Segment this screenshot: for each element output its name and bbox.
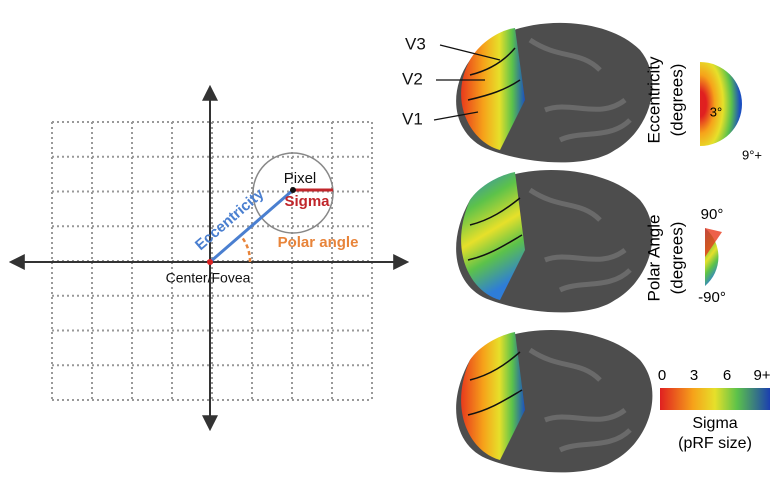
- sigma-label: Sigma: [284, 193, 330, 210]
- area-label: V2: [402, 69, 423, 88]
- figure: Pixel Sigma Eccentricity Polar angle Cen…: [0, 0, 776, 478]
- brain-eccentricity: [456, 23, 652, 163]
- colorbar-tick-label: 9+: [753, 367, 770, 384]
- legend-bottom-label: -90°: [698, 289, 726, 306]
- colorbar-unit: (pRF size): [678, 435, 752, 452]
- center-dot: [207, 259, 213, 265]
- brain-sigma: [456, 330, 652, 472]
- legend-top-label: 90°: [701, 206, 724, 223]
- area-label: V1: [402, 109, 423, 128]
- legend-unit: (degrees): [667, 64, 686, 137]
- legend-inner-label: 3°: [710, 104, 722, 119]
- colorbar-title: Sigma: [692, 415, 737, 432]
- colorbar-tick-label: 3: [690, 367, 698, 384]
- area-label: V3: [405, 34, 426, 53]
- legend-outer-label: 9°+: [742, 147, 762, 162]
- legend-title: Polar Angle: [644, 215, 663, 302]
- colorbar-tick-label: 0: [658, 367, 666, 384]
- legend-unit: (degrees): [667, 222, 686, 295]
- polar-angle-label: Polar angle: [278, 234, 359, 251]
- colorbar-tick-label: 6: [723, 367, 731, 384]
- legend-title: Eccentricity: [644, 56, 663, 143]
- center-label: Center/Fovea: [166, 270, 251, 286]
- brain-polar-angle: [456, 170, 652, 312]
- polar-angle-arc: [241, 236, 250, 262]
- sigma-colorbar: [660, 388, 770, 410]
- pixel-label: Pixel: [284, 170, 317, 187]
